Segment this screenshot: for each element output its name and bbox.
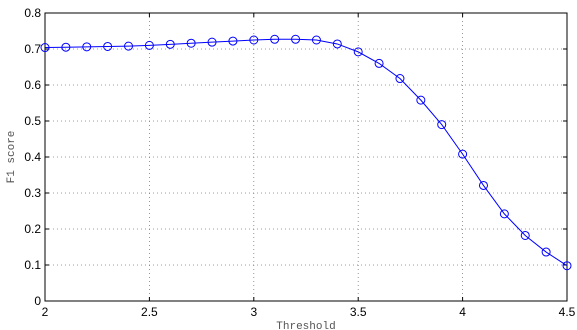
data-point <box>458 149 468 159</box>
data-point <box>144 40 154 50</box>
data-point <box>186 38 196 48</box>
y-tick-label: 0.3 <box>24 186 41 200</box>
data-point <box>249 35 259 45</box>
series-line <box>44 38 568 267</box>
grid-lines <box>45 13 567 301</box>
y-tick-label: 0 <box>34 294 41 308</box>
data-point <box>124 41 134 51</box>
data-point <box>311 35 321 45</box>
data-point <box>165 39 175 49</box>
y-tick-label: 0.4 <box>24 150 41 164</box>
data-point <box>40 43 50 53</box>
data-point <box>270 34 280 44</box>
x-tick-label: 2 <box>42 305 49 319</box>
data-point <box>353 47 363 57</box>
data-point <box>291 34 301 44</box>
data-point <box>207 37 217 47</box>
data-point <box>82 42 92 52</box>
y-tick-label: 0.8 <box>24 6 41 20</box>
data-point <box>395 74 405 84</box>
x-tick-label: 4 <box>459 305 466 319</box>
data-point <box>437 120 447 130</box>
data-point <box>499 209 509 219</box>
y-tick-label: 0.5 <box>24 114 41 128</box>
x-tick-label: 4.5 <box>559 305 576 319</box>
data-point <box>416 95 426 105</box>
y-tick-label: 0.2 <box>24 222 41 236</box>
data-point <box>332 39 342 49</box>
x-tick-label: 3.5 <box>350 305 367 319</box>
data-point <box>541 247 551 257</box>
x-tick-label: 2.5 <box>141 305 158 319</box>
data-point <box>520 230 530 240</box>
data-point <box>61 42 71 52</box>
data-point <box>478 180 488 190</box>
data-point <box>374 58 384 68</box>
data-point <box>103 41 113 51</box>
data-point <box>562 261 572 271</box>
y-axis-label: F1 score <box>6 131 18 184</box>
y-tick-label: 0.6 <box>24 78 41 92</box>
x-tick-label: 3 <box>250 305 257 319</box>
y-tick-label: 0.7 <box>24 42 41 56</box>
series-f1 <box>40 34 572 271</box>
tick-labels: 2 2.5 3 3.5 4 4.5 0 0.1 0.2 0.3 0.4 0.5 0.6 0.7 0.8 <box>24 6 575 319</box>
y-tick-label: 0.1 <box>24 258 41 272</box>
data-point <box>228 36 238 46</box>
x-axis-label: Threshold <box>276 321 335 330</box>
